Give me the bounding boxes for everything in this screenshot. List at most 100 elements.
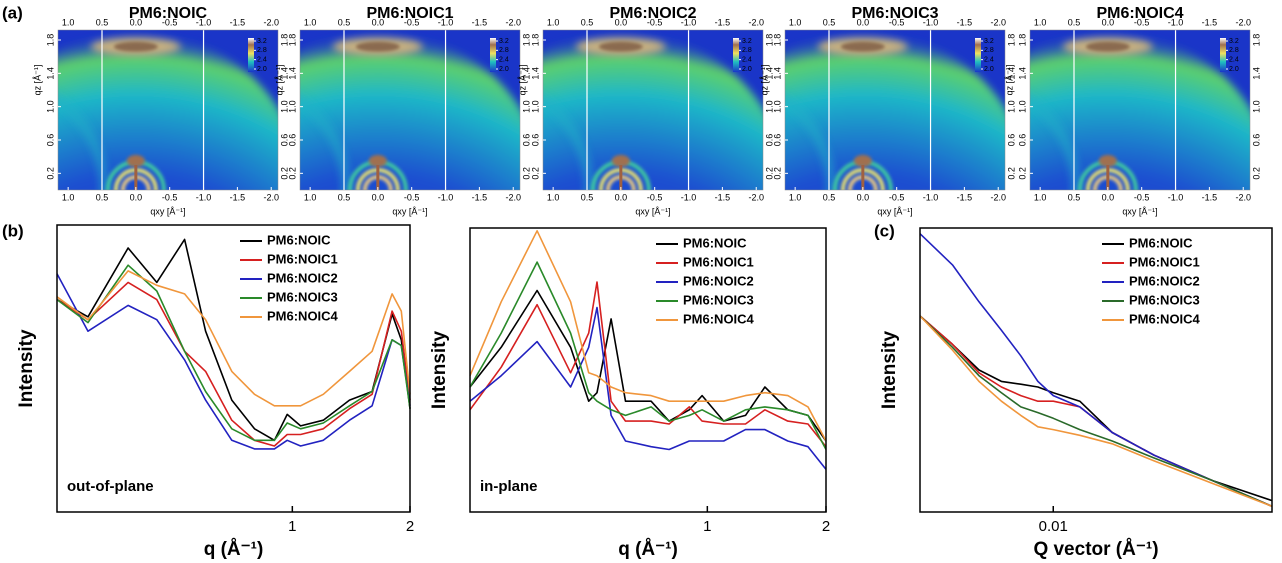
x-tick-label: -1.0: [923, 17, 939, 27]
x-tick-label: 0.0: [1102, 17, 1115, 27]
x-axis-label: qxy [Å⁻¹]: [877, 206, 912, 216]
x-tick-label: -0.5: [889, 17, 905, 27]
plot-frame: [919, 227, 1273, 513]
x-tick-label: 0.5: [581, 17, 594, 27]
y-tick-label: 1.0: [764, 100, 774, 113]
y-axis-label: Intensity: [879, 331, 900, 410]
y-tick-label: 0.2: [287, 167, 297, 180]
x-tick-label: 1.0: [62, 17, 75, 27]
data-line: [56, 264, 411, 442]
y-tick-label: 0.6: [521, 134, 531, 147]
y-tick-label: 1.0: [45, 100, 55, 113]
x-tick-label: -0.5: [1134, 192, 1150, 202]
plot-frame: [469, 227, 827, 513]
x-tick-label: 0.5: [1068, 192, 1081, 202]
x-tick-label: 0.5: [823, 17, 836, 27]
y-tick-label: 1.8: [1017, 34, 1027, 47]
legend-label: PM6:NOIC: [683, 235, 747, 250]
data-line: [919, 315, 1273, 508]
x-tick-label: -1.0: [923, 192, 939, 202]
y-tick-label: 0.2: [1006, 167, 1016, 180]
y-tick-label: 1.0: [530, 100, 540, 113]
x-tick-label: -0.5: [404, 17, 420, 27]
data-line: [469, 281, 827, 448]
legend-label: PM6:NOIC4: [267, 308, 339, 323]
plot-frame: [56, 224, 411, 513]
panel-label: (b): [2, 221, 24, 240]
colorbar-tick-label: 3.2: [257, 38, 267, 45]
x-tick-label: -1.0: [681, 192, 697, 202]
colorbar-tick-label: 2.4: [257, 57, 267, 64]
y-tick-label: 1.8: [521, 34, 531, 47]
panel-title: PM6:NOIC4: [1096, 5, 1183, 22]
image-frame: [57, 29, 279, 191]
lamellar-spot: [368, 154, 387, 167]
y-axis-label: qz [Å⁻¹]: [517, 65, 527, 96]
colorbar-tick-label: 2.8: [984, 47, 994, 54]
colorbar-tick-label: 3.2: [499, 38, 509, 45]
image-frame: [299, 29, 521, 191]
colorbar-tick-label: 2.4: [499, 57, 509, 64]
legend-label: PM6:NOIC4: [1129, 311, 1201, 326]
legend-label: PM6:NOIC1: [267, 251, 338, 266]
legend-label: PM6:NOIC: [1129, 235, 1193, 250]
x-tick-label: 0.0: [130, 192, 143, 202]
data-line: [469, 289, 827, 442]
colorbar-tick-label: 2.8: [742, 47, 752, 54]
x-tick-label: -1.0: [681, 17, 697, 27]
legend-label: PM6:NOIC2: [1129, 273, 1200, 288]
x-tick-label: -2.0: [1235, 192, 1251, 202]
x-tick-label: -2.0: [505, 17, 521, 27]
x-tick-label: 1.0: [547, 192, 560, 202]
x-tick-label: -2.0: [990, 17, 1006, 27]
y-tick-label: 0.2: [1251, 167, 1261, 180]
y-tick-label: 1.4: [521, 67, 531, 80]
y-tick-label: 0.6: [764, 134, 774, 147]
colorbar-tick-label: 3.2: [1229, 38, 1239, 45]
x-tick-label: -2.0: [505, 192, 521, 202]
scattering-halo: [1030, 31, 1250, 190]
pi-stacking-spot: [598, 41, 643, 52]
colorbar-tick-label: 2.0: [257, 66, 267, 73]
data-line: [919, 315, 1273, 508]
legend-label: PM6:NOIC1: [1129, 254, 1200, 269]
detector-image: [1030, 30, 1250, 190]
beam-stop: [1106, 165, 1110, 190]
x-axis-label: qxy [Å⁻¹]: [635, 206, 670, 216]
y-tick-label: 0.6: [1251, 134, 1261, 147]
x-tick-label: -1.0: [1168, 17, 1184, 27]
x-tick-label: -2.0: [990, 192, 1006, 202]
x-tick-label: -2.0: [748, 192, 764, 202]
legend-label: PM6:NOIC2: [683, 273, 754, 288]
x-tick-label: -1.0: [196, 17, 212, 27]
y-tick-label: 1.8: [287, 34, 297, 47]
colorbar: [975, 38, 981, 72]
x-tick-label: 0.5: [581, 192, 594, 202]
x-tick-label: -1.5: [957, 192, 973, 202]
colorbar-tick-label: 2.8: [257, 47, 267, 54]
data-line: [56, 281, 411, 447]
x-tick-label: -1.5: [715, 17, 731, 27]
x-tick-label: 2: [406, 518, 414, 535]
x-tick-label: 0.5: [96, 192, 109, 202]
y-tick-label: 0.6: [772, 134, 782, 147]
x-tick-label: 0.5: [823, 192, 836, 202]
lamellar-spot: [1098, 154, 1117, 167]
x-tick-label: 0.0: [615, 192, 628, 202]
x-tick-label: -1.5: [230, 192, 246, 202]
y-axis-label: qz [Å⁻¹]: [759, 65, 769, 96]
y-tick-label: 1.8: [279, 34, 289, 47]
x-tick-label: 1.0: [1034, 17, 1047, 27]
y-tick-label: 1.4: [530, 67, 540, 80]
legend-label: PM6:NOIC3: [683, 292, 754, 307]
x-tick-label: 1.0: [547, 17, 560, 27]
x-tick-label: -2.0: [748, 17, 764, 27]
colorbar-tick-label: 2.8: [499, 47, 509, 54]
x-tick-label: -0.5: [404, 192, 420, 202]
x-tick-label: -1.0: [438, 192, 454, 202]
x-tick-label: 0.0: [857, 17, 870, 27]
y-tick-label: 1.0: [279, 100, 289, 113]
scattering-halo: [543, 31, 763, 190]
beam-stop: [619, 165, 623, 190]
